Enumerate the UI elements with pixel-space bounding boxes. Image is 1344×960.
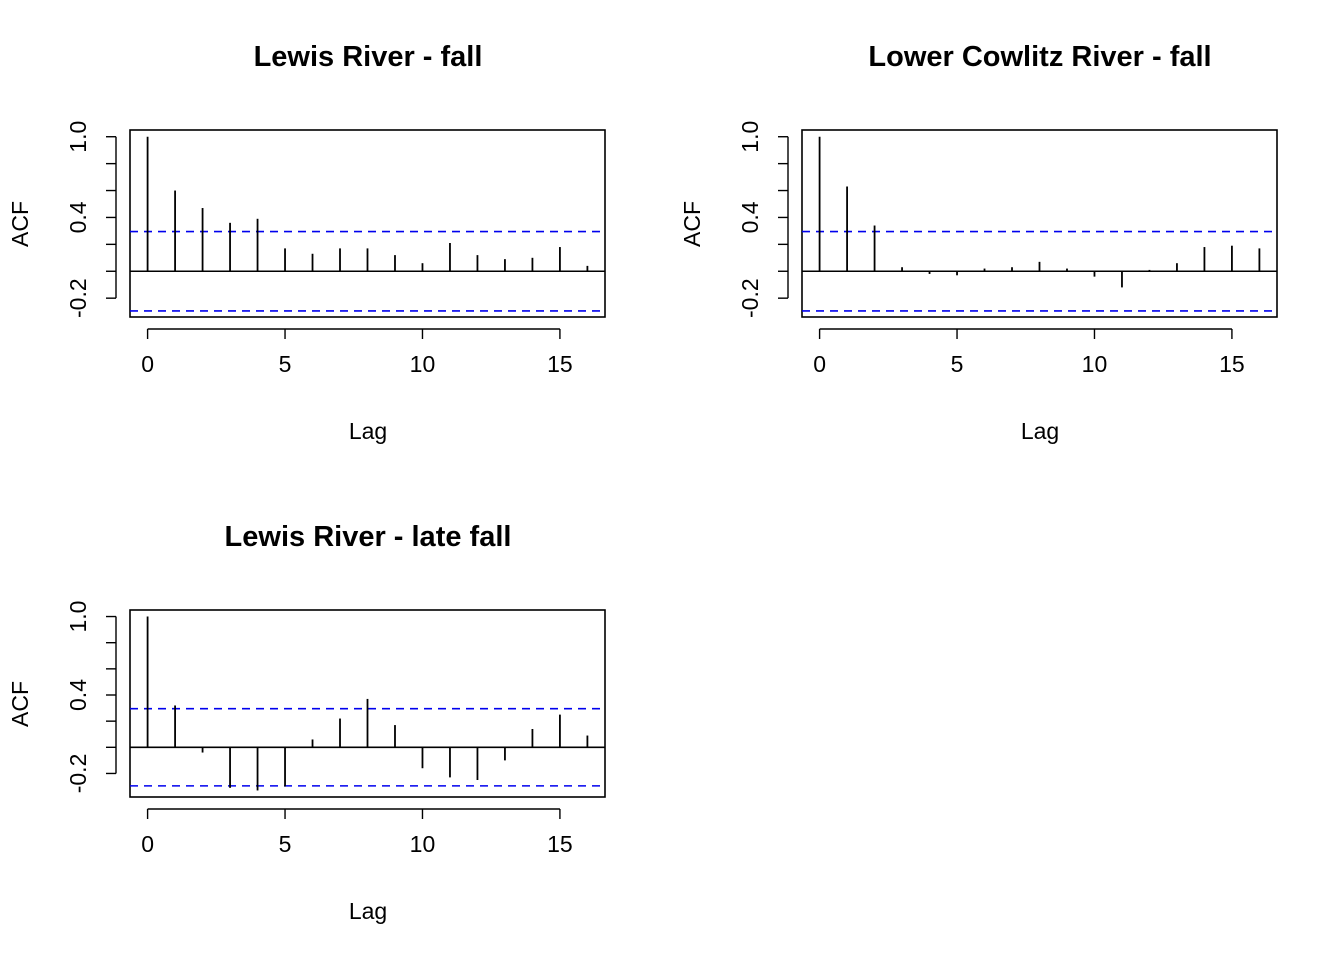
acf-panel-lewis-river-late-fall: Lewis River - late fall Lag ACF 0 5 10 15 -0…	[7, 521, 606, 924]
chart-title: Lower Cowlitz River - fall	[868, 41, 1211, 73]
x-axis-label: Lag	[349, 898, 387, 924]
x-tick-label: 15	[547, 351, 573, 377]
x-axis-label: Lag	[349, 418, 387, 444]
x-tick-label: 5	[279, 831, 292, 857]
acf-panel-lewis-river-fall: Lewis River - fall Lag ACF 0 5 10 15 -0.2 0.4…	[7, 41, 606, 444]
x-tick-label: 10	[410, 351, 436, 377]
y-tick-label: -0.2	[65, 754, 91, 794]
y-tick-label: -0.2	[65, 278, 91, 318]
y-tick-label: 0.4	[65, 679, 91, 711]
acf-bars: 0 5 10 15 -0.2 0.4 1.0	[65, 601, 606, 857]
y-axis-label: ACF	[7, 681, 33, 727]
chart-title: Lewis River - late fall	[225, 521, 512, 553]
x-tick-label: 10	[1082, 351, 1108, 377]
y-tick-label: 1.0	[65, 121, 91, 153]
y-tick-label: -0.2	[737, 278, 763, 318]
x-tick-label: 5	[951, 351, 964, 377]
acf-bars: 0 5 10 15 -0.2 0.4 1.0	[65, 121, 606, 377]
y-axis-label: ACF	[7, 201, 33, 247]
plot-frame	[801, 129, 1278, 318]
plot-frame	[129, 609, 606, 798]
x-tick-label: 0	[813, 351, 826, 377]
x-tick-label: 10	[410, 831, 436, 857]
x-tick-label: 0	[141, 351, 154, 377]
acf-panel-lower-cowlitz-river-fall: Lower Cowlitz River - fall Lag ACF 0 5 10 1…	[679, 41, 1278, 444]
y-tick-label: 0.4	[737, 201, 763, 233]
y-tick-label: 1.0	[737, 121, 763, 153]
y-axis-label: ACF	[679, 201, 705, 247]
chart-title: Lewis River - fall	[254, 41, 483, 73]
x-axis-label: Lag	[1021, 418, 1059, 444]
x-tick-label: 5	[279, 351, 292, 377]
x-tick-label: 15	[1219, 351, 1245, 377]
plot-frame	[129, 129, 606, 318]
y-tick-label: 0.4	[65, 201, 91, 233]
acf-bars: 0 5 10 15 -0.2 0.4 1.0	[737, 121, 1278, 377]
x-tick-label: 15	[547, 831, 573, 857]
x-tick-label: 0	[141, 831, 154, 857]
y-tick-label: 1.0	[65, 601, 91, 633]
